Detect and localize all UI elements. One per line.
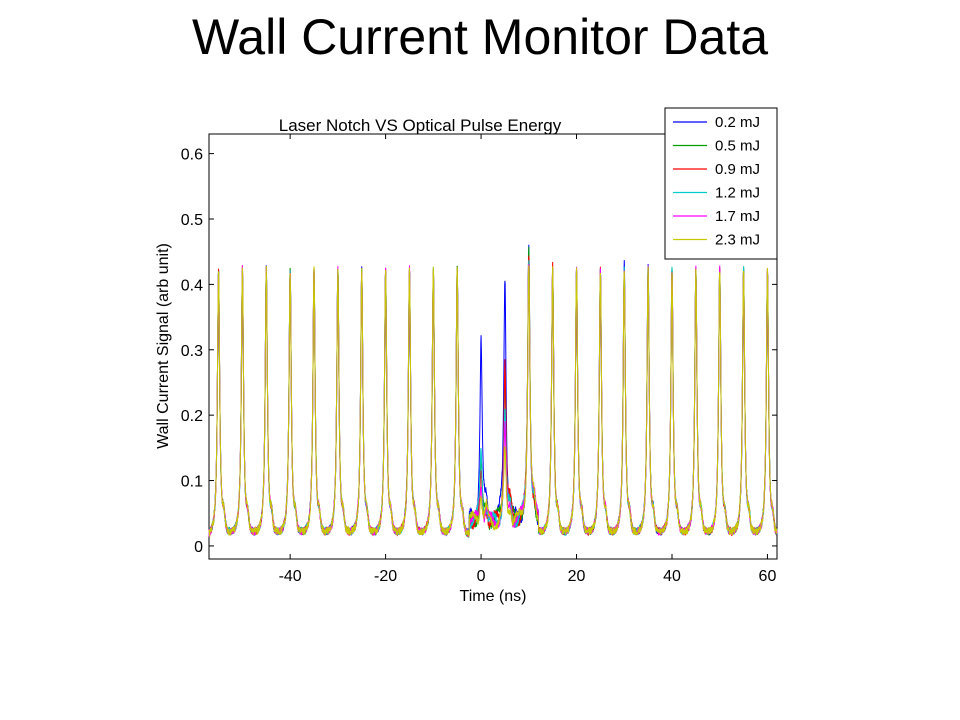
legend-entry: 1.7 mJ xyxy=(715,208,760,225)
legend-entry: 0.2 mJ xyxy=(715,114,760,131)
legend: 0.2 mJ 0.5 mJ 0.9 mJ 1.2 mJ 1.7 mJ 2.3 mJ xyxy=(664,107,778,260)
y-tick-label: 0.1 xyxy=(181,474,203,491)
y-tick-label: 0 xyxy=(194,539,203,556)
legend-entry: 0.5 mJ xyxy=(715,138,760,155)
legend-box xyxy=(664,107,778,260)
y-tick-label: 0.6 xyxy=(181,147,203,164)
x-tick-label: 20 xyxy=(568,568,586,585)
x-tick-label: -40 xyxy=(279,568,302,585)
chart-title: Laser Notch VS Optical Pulse Energy xyxy=(279,116,562,135)
y-tick-label: 0.2 xyxy=(181,408,203,425)
x-axis-label: Time (ns) xyxy=(460,588,527,605)
y-axis-label: Wall Current Signal (arb unit) xyxy=(155,243,172,449)
legend-entry: 1.2 mJ xyxy=(715,185,760,202)
series-layer xyxy=(208,244,778,539)
x-tick-label: 0 xyxy=(477,568,486,585)
slide-title: Wall Current Monitor Data xyxy=(191,9,769,65)
legend-entry: 2.3 mJ xyxy=(715,232,760,249)
legend-entry: 0.9 mJ xyxy=(715,161,760,178)
x-tick-label: 40 xyxy=(663,568,681,585)
x-tick-label: -20 xyxy=(374,568,397,585)
y-axis: 0 0.1 0.2 0.3 0.4 0.5 0.6 xyxy=(181,147,777,556)
x-axis: -40 -20 0 20 40 60 xyxy=(279,134,777,585)
y-tick-label: 0.5 xyxy=(181,212,203,229)
series-line xyxy=(208,265,778,538)
y-tick-label: 0.3 xyxy=(181,343,203,360)
x-tick-label: 60 xyxy=(759,568,777,585)
y-tick-label: 0.4 xyxy=(181,277,203,294)
